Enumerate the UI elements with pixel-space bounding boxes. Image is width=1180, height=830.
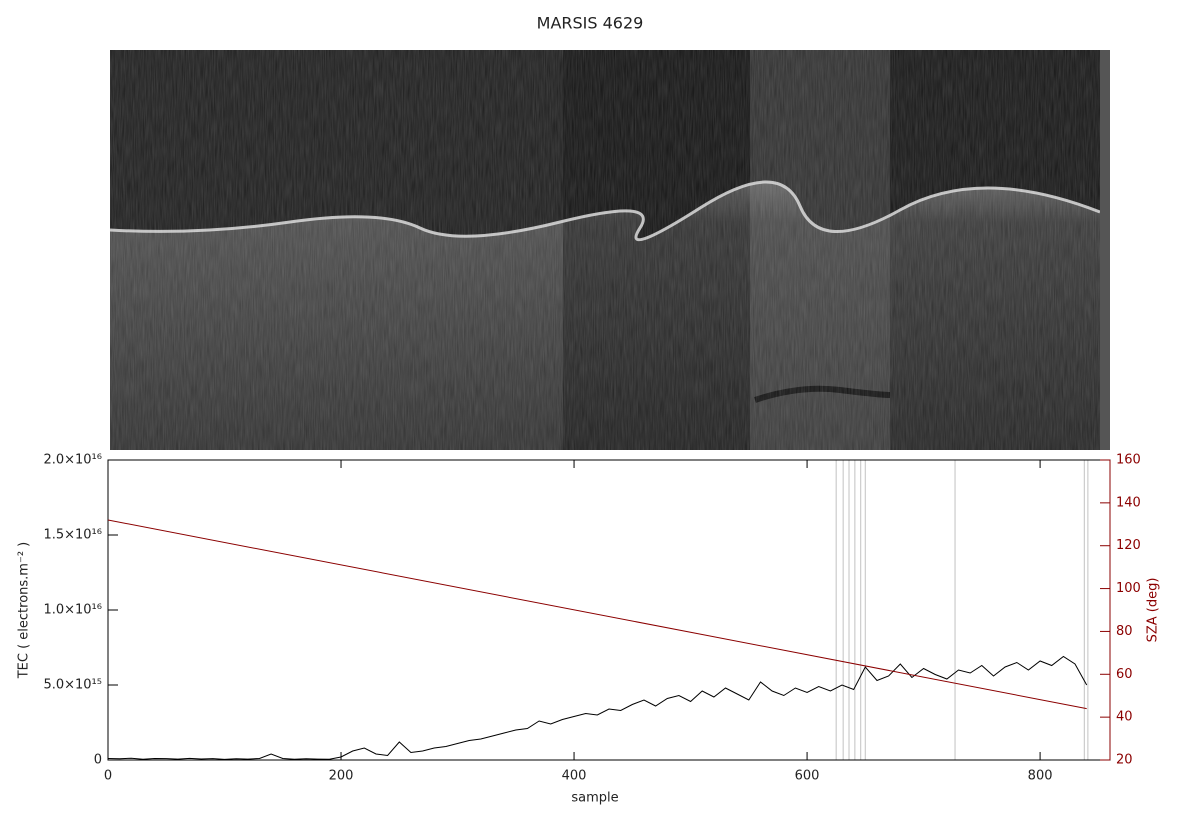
y2-tick-label: 100	[1116, 581, 1141, 596]
x-tick-label: 200	[329, 769, 354, 784]
radargram	[109, 50, 1110, 451]
y2-tick-label: 80	[1116, 624, 1133, 639]
plot-frame	[107, 459, 1111, 761]
y-tick-label: 1.5×10¹⁶	[43, 528, 102, 543]
chart-title: MARSIS 4629	[537, 14, 644, 33]
y-axis-label: TEC ( electrons.m⁻² )	[17, 542, 32, 680]
y2-tick-label: 120	[1116, 538, 1141, 553]
y-tick-label: 2.0×10¹⁶	[43, 453, 102, 468]
x-tick-label: 600	[795, 769, 820, 784]
x-tick-label: 800	[1028, 769, 1053, 784]
y-tick-label: 0	[94, 753, 102, 768]
y2-tick-label: 60	[1116, 667, 1133, 682]
y2-tick-label: 20	[1116, 753, 1133, 768]
x-axis-label: sample	[571, 791, 618, 806]
x-tick-label: 400	[562, 769, 587, 784]
x-tick-label: 0	[104, 769, 112, 784]
series-line	[107, 655, 1088, 760]
y2-tick-label: 160	[1116, 453, 1141, 468]
y-tick-label: 1.0×10¹⁶	[43, 603, 102, 618]
y-tick-label: 5.0×10¹⁵	[43, 678, 102, 693]
y2-tick-label: 40	[1116, 710, 1133, 725]
y2-axis-label: SZA (deg)	[1146, 578, 1161, 643]
series-line	[107, 519, 1087, 710]
y2-tick-label: 140	[1116, 495, 1141, 510]
